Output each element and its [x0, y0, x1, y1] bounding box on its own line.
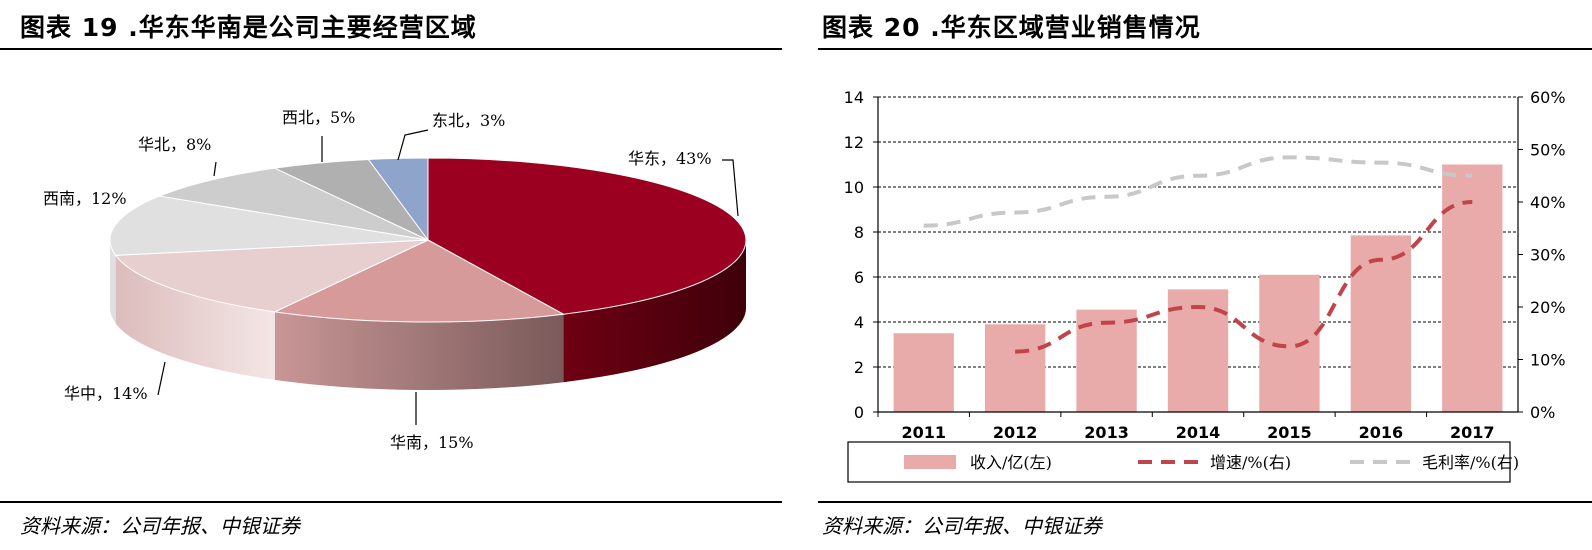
- pie-slice-1: [273, 239, 566, 323]
- pie-slice-side-1: [274, 311, 564, 390]
- bar-2011: [893, 333, 954, 412]
- pie-label-4: 华北，8%: [138, 135, 211, 154]
- y-right-tick-label-0: 0%: [1530, 403, 1555, 422]
- pie-leader-line-6: [397, 129, 429, 161]
- y-left-tick-label-7: 14: [844, 88, 864, 107]
- y-left-tick-label-0: 0: [854, 403, 864, 422]
- figure-19-source-rule: [0, 501, 782, 503]
- pie-label-6: 东北，3%: [432, 111, 505, 130]
- x-tick-label-2016: 2016: [1359, 423, 1404, 442]
- x-tick-label-2011: 2011: [901, 423, 946, 442]
- pie-slice-4: [157, 167, 429, 241]
- pie-leader-line-0: [722, 159, 739, 217]
- x-tick-label-2014: 2014: [1176, 423, 1221, 442]
- pie-slice-3: [109, 195, 429, 256]
- pie-label-2: 华中，14%: [64, 384, 148, 403]
- bar-2012: [984, 324, 1046, 412]
- pie-leader-line-2: [157, 361, 166, 396]
- figure-19: 图表 19 .华东华南是公司主要经营区域 华东，43% 华南，15% 华中，14% 西…: [0, 0, 782, 550]
- x-tick-label-2013: 2013: [1084, 423, 1129, 442]
- figure-20: 图表 20 .华东区域营业销售情况 0 2 4 6 8 10 12 14 0% 10% 20% 30%…: [818, 0, 1592, 550]
- pie-slice-side-0: [563, 240, 746, 383]
- legend-label-2: 毛利率/%(右): [1422, 453, 1519, 472]
- x-tick-label-2012: 2012: [993, 423, 1038, 442]
- y-right-tick-label-6: 60%: [1530, 88, 1566, 107]
- pie-label-5: 西北，5%: [282, 108, 355, 127]
- figure-19-title-rule: [0, 48, 782, 50]
- pie-label-3: 西南，12%: [43, 189, 127, 208]
- y-right-tick-label-1: 10%: [1530, 351, 1566, 370]
- y-left-tick-label-6: 12: [844, 133, 864, 152]
- bar-2016: [1350, 235, 1412, 412]
- pie-leader-line-4: [213, 161, 217, 177]
- legend-swatch-0: [904, 455, 956, 469]
- y-left-tick-label-1: 2: [854, 358, 864, 377]
- line-series-0: [1015, 200, 1473, 354]
- pie-slice-0: [427, 157, 747, 315]
- figure-20-source: 资料来源：公司年报、中银证券: [822, 514, 1102, 538]
- pie-label-0: 华东，43%: [628, 149, 712, 168]
- legend-label-0: 收入/亿(左): [970, 453, 1052, 472]
- y-right-tick-label-4: 40%: [1530, 193, 1566, 212]
- line-series-1: [923, 155, 1473, 228]
- pie-slice-side-3: [110, 240, 116, 324]
- y-right-tick-label-5: 50%: [1530, 141, 1566, 160]
- y-left-tick-label-2: 4: [854, 313, 864, 332]
- bar-line-chart: 0 2 4 6 8 10 12 14 0% 10% 20% 30% 40% 50% 60% 2011 2012 2…: [844, 88, 1566, 483]
- legend-label-1: 增速/%(右): [1210, 453, 1291, 472]
- figure-19-source: 资料来源：公司年报、中银证券: [20, 514, 300, 538]
- figure-20-title: 图表 20 .华东区域营业销售情况: [822, 13, 1201, 42]
- pie-chart: 华东，43% 华南，15% 华中，14% 西南，12% 华北，8% 西北，5% 东北，3%: [43, 108, 747, 452]
- x-tick-label-2015: 2015: [1267, 423, 1312, 442]
- pie-slice-2: [114, 239, 429, 313]
- bar-2015: [1259, 274, 1320, 412]
- figure-19-title: 图表 19 .华东华南是公司主要经营区域: [20, 13, 477, 42]
- pie-slice-side-2: [115, 255, 275, 380]
- y-left-tick-label-4: 8: [854, 223, 864, 242]
- x-tick-label-2017: 2017: [1450, 423, 1495, 442]
- figure-20-source-rule: [818, 501, 1592, 503]
- figure-20-title-rule: [818, 48, 1592, 50]
- y-left-tick-label-5: 10: [844, 178, 864, 197]
- y-right-tick-label-2: 20%: [1530, 298, 1566, 317]
- y-left-tick-label-3: 6: [854, 268, 864, 287]
- y-right-tick-label-3: 30%: [1530, 246, 1566, 265]
- pie-label-1: 华南，15%: [390, 433, 474, 452]
